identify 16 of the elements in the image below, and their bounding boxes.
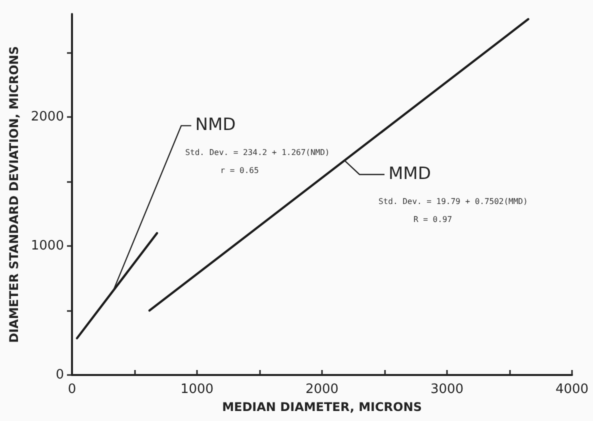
- annotation: Std. Dev. = 19.79 + 0.7502(MMD): [378, 196, 528, 206]
- annotation: MMD: [388, 164, 431, 184]
- y-tick-label: 2000: [30, 110, 64, 125]
- annotation: R = 0.97: [413, 214, 452, 224]
- x-tick-label: 4000: [555, 382, 589, 397]
- y-tick-label: 0: [56, 368, 64, 382]
- x-tick-label: 2000: [305, 382, 339, 397]
- y-tick-label: 1000: [30, 238, 64, 254]
- x-tick-label: 0: [68, 382, 76, 397]
- x-tick-label: 1000: [180, 382, 214, 397]
- x-tick-label: 3000: [430, 382, 464, 397]
- annotation: NMD: [195, 115, 236, 136]
- x-axis-title: MEDIAN DIAMETER, MICRONS: [222, 400, 422, 414]
- annotation: r = 0.65: [220, 166, 259, 176]
- annotation: Std. Dev. = 234.2 + 1.267(NMD): [185, 148, 330, 158]
- y-axis-title: DIAMETER STANDARD DEVIATION, MICRONS: [7, 46, 21, 343]
